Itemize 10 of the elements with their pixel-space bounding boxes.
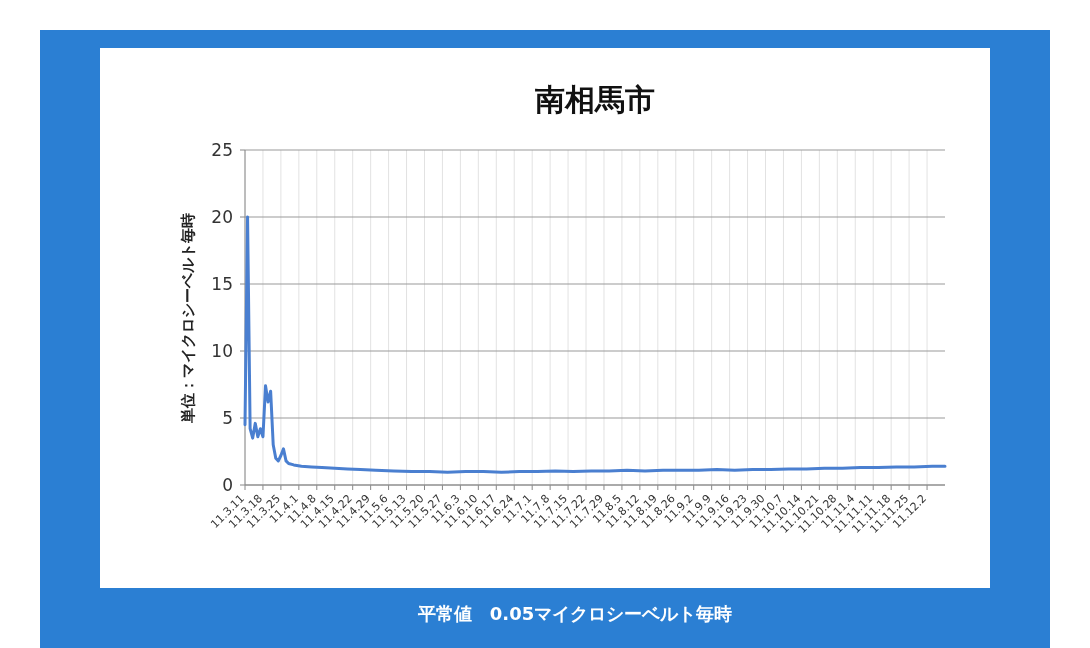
text: 平常値 0.05マイクロシーベルト毎時 [416,603,733,624]
y-tick-label: 0 [222,475,233,495]
y-tick-label: 25 [211,140,233,160]
y-axis-title: 単位：マイクロシーベルト毎時 [179,212,197,424]
chart-title: 南相馬市 [535,82,655,117]
y-tick-label: 15 [211,274,233,294]
y-tick-label: 20 [211,207,233,227]
y-tick-label: 10 [211,341,233,361]
y-tick-label: 5 [222,408,233,428]
line-series [243,215,947,474]
